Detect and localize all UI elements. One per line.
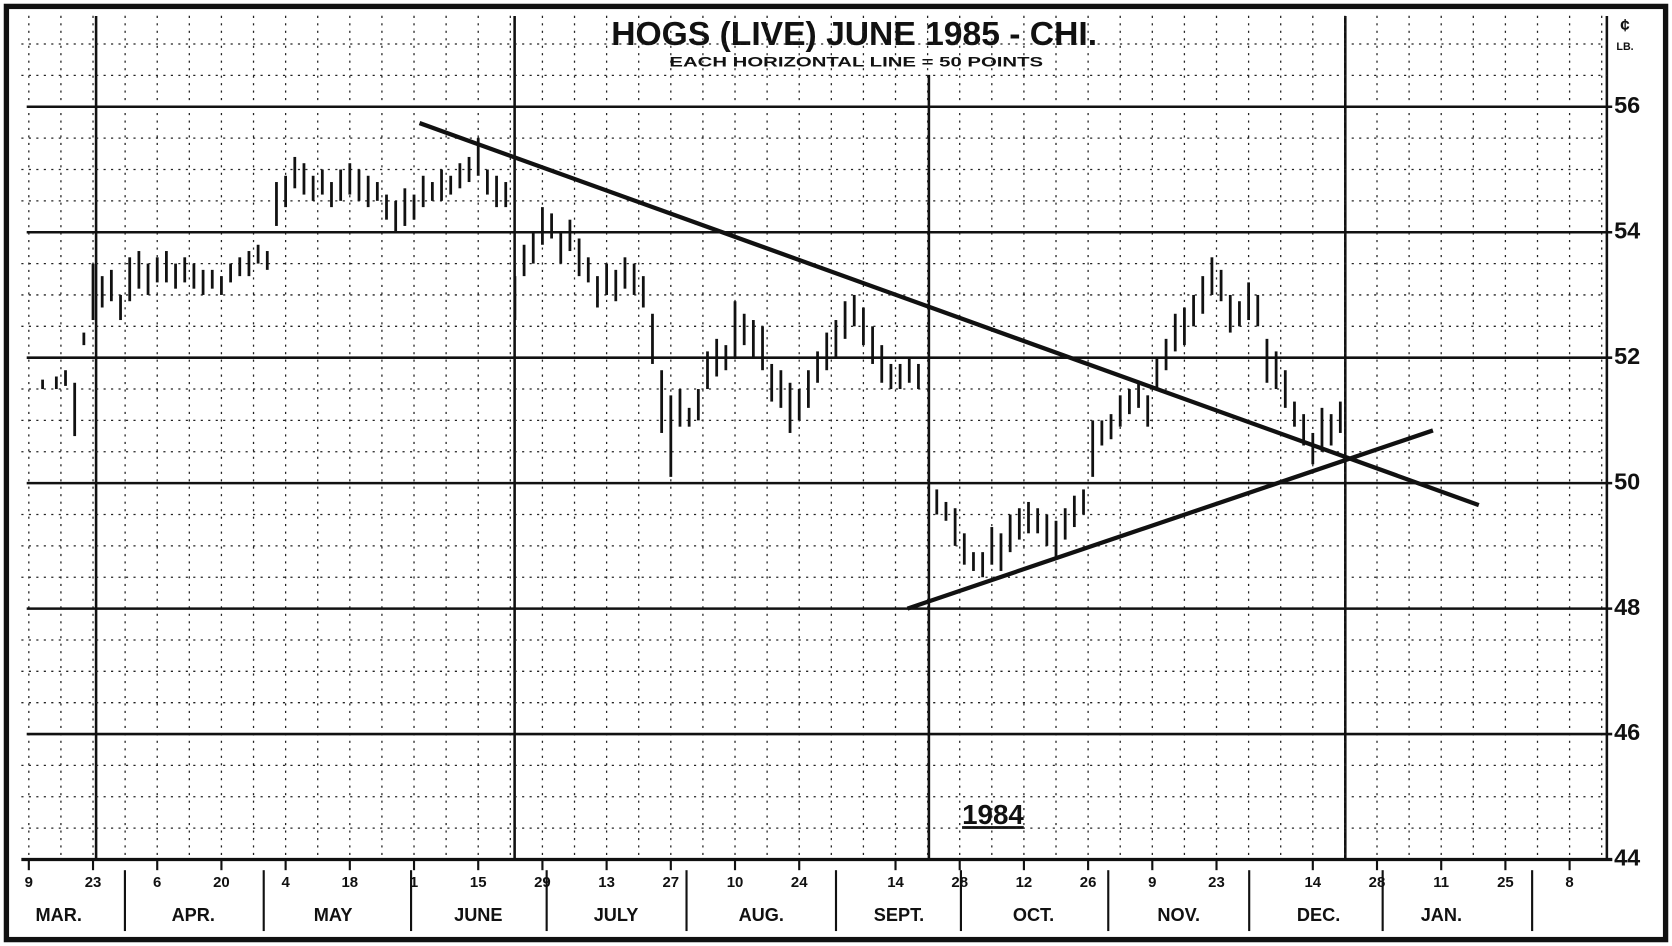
month-label: DEC. (1297, 905, 1340, 925)
month-label: MAR. (36, 905, 82, 925)
trend-line (906, 428, 1434, 611)
chart-subtitle: EACH HORIZONTAL LINE = 50 POINTS (669, 54, 1043, 70)
x-tick-label: 10 (727, 874, 744, 891)
x-tick-label: 28 (951, 874, 968, 891)
x-tick-label: 25 (1497, 874, 1514, 891)
x-tick-label: 26 (1080, 874, 1097, 891)
x-tick-label: 9 (1148, 874, 1156, 891)
y-tick-label: 52 (1614, 343, 1640, 369)
chart-title: HOGS (LIVE) JUNE 1985 - CHI. (611, 16, 1097, 53)
x-tick-label: 20 (213, 874, 230, 891)
x-tick-label: 14 (1304, 874, 1321, 891)
x-tick-label: 29 (534, 874, 551, 891)
month-label: JULY (594, 905, 639, 925)
x-tick-label: 4 (281, 874, 290, 891)
x-tick-label: 15 (470, 874, 487, 891)
x-tick-label: 6 (153, 874, 161, 891)
x-tick-label: 27 (663, 874, 680, 891)
year-label: 1984 (962, 799, 1024, 830)
y-tick-label: 48 (1614, 594, 1640, 620)
x-tick-label: 8 (1565, 874, 1573, 891)
x-tick-label: 11 (1433, 874, 1449, 891)
month-label: JUNE (454, 905, 502, 925)
price-bars (41, 121, 1480, 611)
x-tick-label: 14 (887, 874, 904, 891)
y-tick-label: 46 (1614, 719, 1640, 745)
x-tick-label: 1 (410, 874, 418, 891)
month-label: APR. (172, 905, 215, 925)
month-label: NOV. (1157, 905, 1200, 925)
grid (21, 15, 1613, 861)
month-label: AUG. (739, 905, 784, 925)
y-tick-label: 50 (1614, 468, 1640, 494)
unit-top: ¢ (1620, 16, 1630, 35)
x-tick-label: 28 (1369, 874, 1386, 891)
x-tick-label: 23 (85, 874, 102, 891)
x-tick-label: 23 (1208, 874, 1225, 891)
x-tick-label: 13 (598, 874, 615, 891)
y-tick-label: 44 (1614, 845, 1640, 871)
month-label: JAN. (1421, 905, 1462, 925)
frame (3, 3, 1669, 943)
y-tick-label: 54 (1614, 217, 1640, 243)
month-label: MAY (314, 905, 353, 925)
trend-line (418, 121, 1480, 508)
x-tick-label: 12 (1016, 874, 1033, 891)
x-tick-label: 9 (25, 874, 33, 891)
month-label: SEPT. (874, 905, 924, 925)
unit-bottom: LB. (1616, 41, 1633, 53)
x-tick-label: 24 (791, 874, 808, 891)
x-tick-label: 18 (342, 874, 359, 891)
month-label: OCT. (1013, 905, 1054, 925)
y-tick-label: 56 (1614, 92, 1640, 118)
title-backdrop (608, 14, 1100, 75)
